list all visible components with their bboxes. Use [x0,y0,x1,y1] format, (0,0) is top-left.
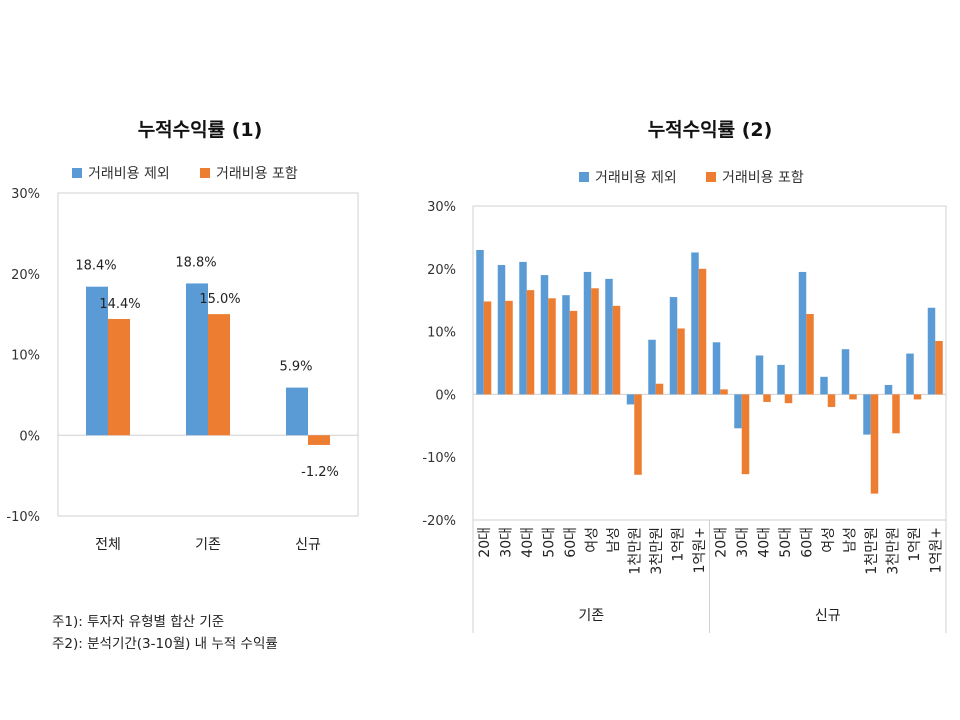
legend-label-series-1: 거래비용 제외 [88,166,170,182]
data-label: -1.2% [301,465,339,480]
bar-series-1 [186,283,208,436]
y-tick-label: -10% [6,510,40,525]
chart-title: 누적수익률 (1) [138,119,263,141]
plot-area-border [57,192,359,517]
footnote-1: 주1): 투자자 유형별 합산 기준 [52,614,225,630]
bar-series-2 [208,314,230,436]
category-label: 기존 [195,537,221,553]
bar-series-1 [286,387,308,436]
legend-label-series-2: 거래비용 포함 [216,166,298,182]
footnote-2: 주2): 분석기간(3-10월) 내 누적 수익률 [52,636,278,652]
y-tick-label: 10% [11,349,40,364]
y-tick-label: 20% [11,268,40,283]
data-label: 15.0% [199,292,240,307]
category-label: 신규 [295,537,321,553]
legend-swatch-series-1 [72,168,82,178]
data-label: 14.4% [99,297,140,312]
y-tick-label: 0% [19,429,40,444]
bar-series-1 [86,286,108,436]
category-label: 전체 [95,537,121,553]
bar-series-2 [108,318,130,436]
data-label: 5.9% [279,360,312,375]
data-label: 18.4% [75,259,116,274]
legend-swatch-series-2 [200,168,210,178]
y-tick-label: 30% [11,187,40,202]
data-label: 18.8% [175,255,216,270]
bar-series-2 [308,435,330,445]
footnotes: 주1): 투자자 유형별 합산 기준 주2): 분석기간(3-10월) 내 누적… [52,611,278,655]
